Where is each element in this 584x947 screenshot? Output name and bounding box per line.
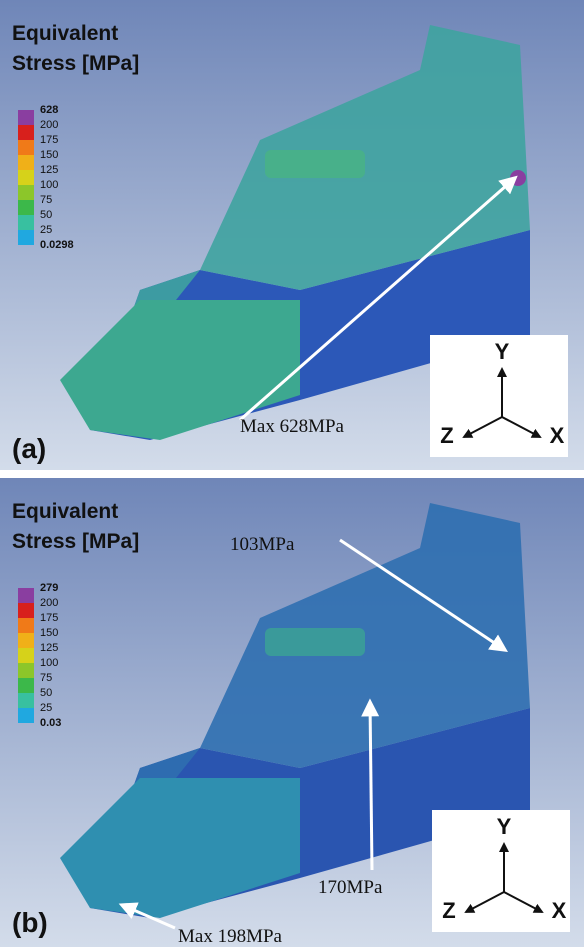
legend-label: 100 — [40, 657, 58, 669]
panel: Equivalent Stress [MPa] 279 200 175 150 125 100… — [0, 478, 584, 947]
legend-swatch — [18, 633, 34, 648]
annotation-arrow — [370, 702, 372, 870]
legend-swatch — [18, 155, 34, 170]
legend-swatch — [18, 140, 34, 155]
legend-swatch — [18, 215, 34, 230]
hotspot — [510, 170, 526, 186]
legend-label: 200 — [40, 119, 58, 131]
legend-swatch — [18, 170, 34, 185]
legend-title: Stress [MPa] — [12, 52, 139, 75]
legend-swatch — [18, 200, 34, 215]
legend-swatch — [18, 678, 34, 693]
panel-label: (a) — [12, 433, 46, 464]
page: {"panels": [ {"label": "(a)", "title": [… — [0, 0, 584, 947]
legend-label: 150 — [40, 149, 58, 161]
legend-label: 125 — [40, 164, 58, 176]
legend-label: 50 — [40, 687, 52, 699]
legend-label: 175 — [40, 612, 58, 624]
legend-label: 75 — [40, 672, 52, 684]
axis-label: Z — [442, 898, 455, 923]
legend-swatch — [18, 185, 34, 200]
legend-swatch — [18, 110, 34, 125]
axis-label: Y — [497, 814, 512, 839]
annotation: Max 198MPa — [178, 926, 283, 947]
legend-label: 125 — [40, 642, 58, 654]
legend-swatch — [18, 663, 34, 678]
annotation: Max 628MPa — [240, 416, 345, 437]
legend-label: 50 — [40, 209, 52, 221]
legend-label: 75 — [40, 194, 52, 206]
model-crossbar — [265, 150, 365, 178]
legend-swatch — [18, 230, 34, 245]
legend-title: Stress [MPa] — [12, 530, 139, 553]
panel: Equivalent Stress [MPa] 628 200 175 150 125 100… — [0, 0, 584, 470]
model-crossbar — [265, 628, 365, 656]
legend-swatch — [18, 708, 34, 723]
legend-label: 25 — [40, 224, 52, 236]
axis-label: X — [552, 898, 567, 923]
axis-label: X — [550, 423, 565, 448]
legend-title: Equivalent — [12, 22, 118, 45]
legend-label: 0.0298 — [40, 239, 74, 251]
axis-label: Y — [495, 339, 510, 364]
legend-swatch — [18, 618, 34, 633]
legend-swatch — [18, 125, 34, 140]
legend-label: 150 — [40, 627, 58, 639]
legend-swatch — [18, 603, 34, 618]
legend-label: 628 — [40, 104, 58, 116]
legend-label: 25 — [40, 702, 52, 714]
legend-title: Equivalent — [12, 500, 118, 523]
legend-label: 200 — [40, 597, 58, 609]
annotation: 103MPa — [230, 534, 295, 555]
legend-swatch — [18, 693, 34, 708]
legend-label: 0.03 — [40, 717, 61, 729]
figure: Equivalent Stress [MPa] 628 200 175 150 125 100… — [0, 0, 584, 947]
axis-label: Z — [440, 423, 453, 448]
annotation: 170MPa — [318, 877, 383, 898]
panel-label: (b) — [12, 907, 48, 938]
legend-label: 100 — [40, 179, 58, 191]
legend-label: 279 — [40, 582, 58, 594]
legend-swatch — [18, 588, 34, 603]
legend-swatch — [18, 648, 34, 663]
legend-label: 175 — [40, 134, 58, 146]
